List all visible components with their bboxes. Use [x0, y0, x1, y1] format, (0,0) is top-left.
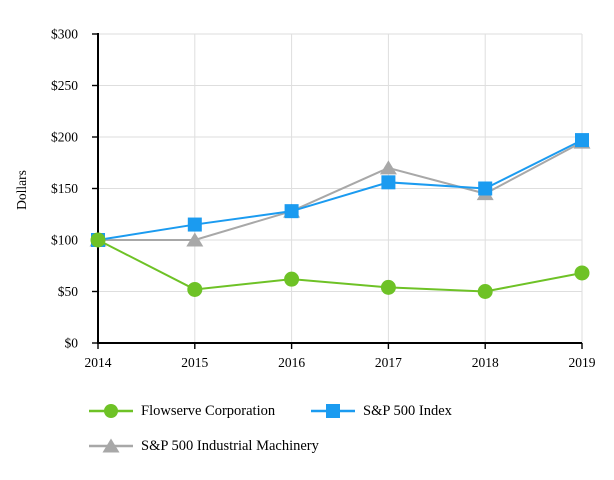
legend-square-marker-icon [311, 404, 355, 418]
data-point-circle [90, 232, 106, 248]
data-point-square [187, 217, 202, 232]
data-point-triangle [186, 232, 204, 247]
y-tick-label: $0 [65, 336, 79, 351]
x-tick-label: 2018 [472, 355, 499, 370]
legend-label-flowserve: Flowserve Corporation [141, 402, 276, 419]
performance-line-chart: $0 $50 $100 $150 $200 $250 $300 2014 2015 2016 201… [14, 27, 596, 371]
series-line-circle [97, 239, 583, 293]
data-point-circle [187, 281, 203, 297]
y-tick-label: $50 [58, 284, 79, 299]
legend-circle-glyph [104, 404, 118, 418]
chart-legend: Flowserve Corporation S&P 500 Index S&P … [0, 394, 614, 480]
data-point-square [284, 204, 299, 219]
data-point-square [381, 175, 396, 190]
x-tick-label: 2014 [85, 355, 112, 370]
legend-item-sp500-index: S&P 500 Index [310, 402, 452, 420]
data-point-circle [380, 279, 396, 295]
y-tick-label: $200 [51, 130, 78, 145]
data-point-circle [574, 265, 590, 281]
y-tick-label: $150 [51, 181, 78, 196]
series-line-triangle [98, 141, 583, 241]
y-axis-title: Dollars [14, 170, 29, 210]
series-line-square [97, 139, 583, 241]
data-point-square [575, 133, 589, 148]
legend-triangle-glyph [102, 438, 120, 453]
data-point-circle [477, 284, 493, 299]
x-tick-label: 2015 [181, 355, 208, 370]
legend-circle-marker-icon [89, 404, 133, 418]
y-tick-label: $100 [51, 233, 78, 248]
legend-item-flowserve-corporation: Flowserve Corporation [88, 402, 275, 420]
legend-square-glyph [326, 404, 340, 418]
x-tick-label: 2016 [278, 355, 305, 370]
y-tick-label: $300 [51, 27, 78, 42]
x-tick-label: 2017 [375, 355, 402, 370]
legend-item-sp500-industrial-machinery: S&P 500 Industrial Machinery [88, 437, 319, 455]
y-tick-label: $250 [51, 78, 78, 93]
data-point-square [478, 181, 493, 196]
data-point-triangle [379, 160, 397, 175]
data-point-circle [284, 271, 300, 287]
legend-label-sp500: S&P 500 Index [363, 402, 452, 419]
legend-label-industrial-machinery: S&P 500 Industrial Machinery [141, 437, 319, 454]
x-tick-label: 2019 [569, 355, 596, 370]
legend-triangle-marker-icon [89, 438, 133, 453]
